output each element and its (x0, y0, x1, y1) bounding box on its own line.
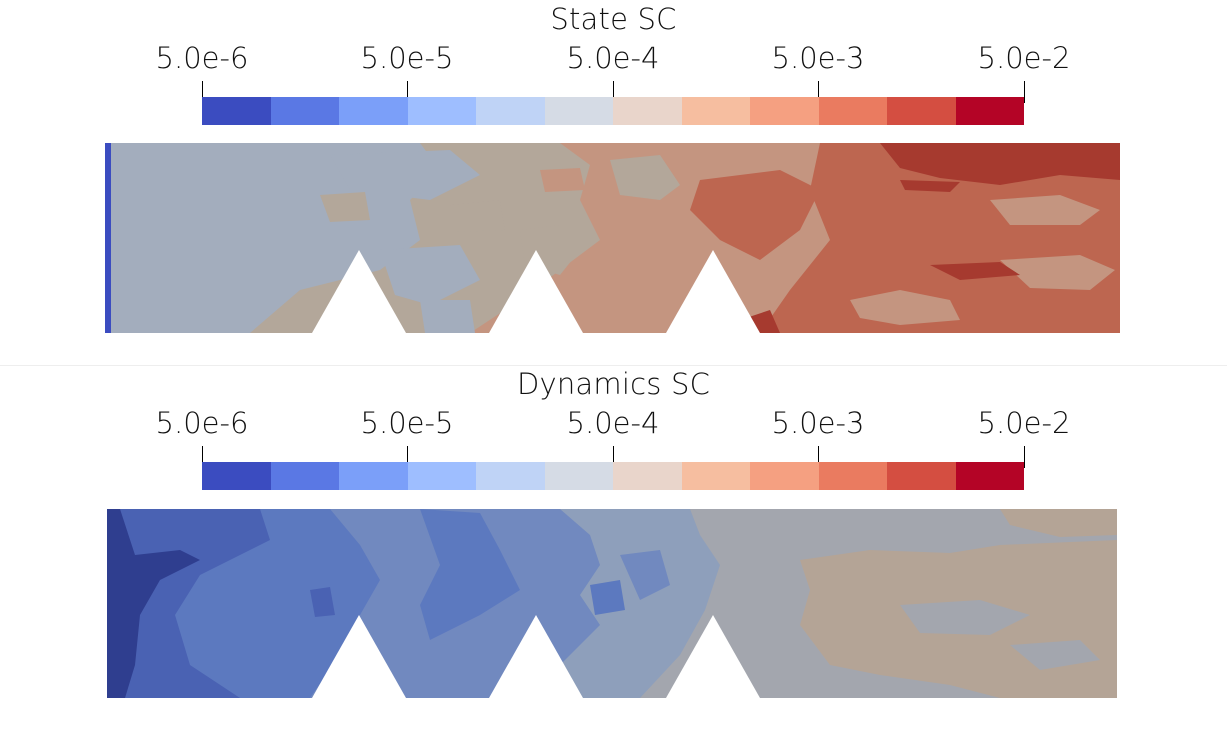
field-dark-patch (310, 587, 335, 617)
field-grey-patch (900, 600, 1030, 635)
field-mid-patch (450, 200, 505, 232)
colorbar-tick-label: 5.0e-3 (771, 406, 865, 440)
field-wall-boundary (105, 143, 111, 333)
triangle-cutout (489, 615, 583, 698)
triangle-cutout (489, 250, 583, 333)
colorbar-swatch (476, 462, 545, 490)
colorbar-swatch (476, 97, 545, 125)
colorbar-swatch (818, 97, 887, 125)
colorbar-tick-mark (818, 446, 819, 468)
colorbar-swatch (750, 462, 819, 490)
colorbar-tick-label: 5.0e-6 (155, 406, 249, 440)
field-low-region (420, 300, 475, 333)
colorbar-tick-mark (1024, 446, 1025, 468)
colorbar-swatch (613, 462, 682, 490)
field-mid-region (420, 509, 520, 640)
panel-title: State SC (550, 2, 677, 36)
colorbar-swatch (681, 97, 750, 125)
colorbar-swatch (407, 462, 476, 490)
colorbar-swatch (544, 97, 613, 125)
colorbar-swatch (339, 462, 408, 490)
colorbar-swatch (955, 97, 1024, 125)
colorbar-swatch (270, 97, 339, 125)
triangle-cutout (312, 250, 406, 333)
colorbar (202, 462, 1024, 490)
colorbar-tick-mark (407, 81, 408, 103)
triangle-cutout (666, 615, 760, 698)
colorbar-tick-mark (818, 81, 819, 103)
colorbar-tick-mark (202, 446, 203, 468)
colorbar-tick-label: 5.0e-4 (566, 406, 660, 440)
field-upper-patch (540, 168, 585, 192)
colorbar-swatch (681, 462, 750, 490)
colorbar (202, 97, 1024, 125)
field-upper-patch (850, 290, 960, 325)
field-low-region (380, 245, 480, 305)
colorbar-swatch (750, 97, 819, 125)
colorbar-swatch (887, 97, 956, 125)
triangle-cutout (312, 615, 406, 698)
colorbar-swatch (818, 462, 887, 490)
state-sc-field (105, 143, 1120, 333)
colorbar-tick-label: 5.0e-5 (360, 406, 454, 440)
field-grey-patch (1010, 640, 1100, 670)
field-hot-region (900, 180, 960, 192)
colorbar-swatch (339, 97, 408, 125)
field-hot-region (880, 143, 1120, 185)
field-mid-region (610, 155, 680, 200)
colorbar-swatch (887, 462, 956, 490)
colorbar-tick-mark (202, 81, 203, 103)
colorbar-swatch (270, 462, 339, 490)
colorbar-swatch (202, 462, 271, 490)
field-light-patch (620, 550, 670, 600)
colorbar-tick-label: 5.0e-4 (566, 41, 660, 75)
triangle-cutout (666, 250, 760, 333)
colorbar-swatch (544, 462, 613, 490)
dynamics-sc-panel: Dynamics SC 5.0e-6 5.0e-5 5.0e-4 5.0e-3 … (0, 365, 1227, 730)
dynamics-sc-field (107, 509, 1117, 698)
field-mid-patch (320, 192, 370, 222)
field-low-region (330, 150, 480, 200)
colorbar-tick-label: 5.0e-6 (155, 41, 249, 75)
colorbar-swatch (407, 97, 476, 125)
field-high-region (690, 170, 820, 260)
colorbar-swatch (955, 462, 1024, 490)
colorbar-tick-label: 5.0e-5 (360, 41, 454, 75)
field-mid-patch (590, 580, 625, 615)
panel-title: Dynamics SC (516, 367, 711, 401)
colorbar-tick-mark (407, 446, 408, 468)
colorbar-swatch (202, 97, 271, 125)
field-upper-patch (990, 195, 1100, 225)
field-darkest-region (107, 509, 200, 698)
colorbar-swatch (613, 97, 682, 125)
colorbar-tick-label: 5.0e-2 (977, 406, 1071, 440)
field-upper-patch (1000, 255, 1115, 290)
state-sc-panel: State SC 5.0e-6 5.0e-5 5.0e-4 5.0e-3 5.0… (105, 2, 1120, 333)
colorbar-tick-mark (1024, 81, 1025, 103)
panel-divider (0, 365, 1227, 366)
colorbar-tick-mark (613, 81, 614, 103)
colorbar-tick-label: 5.0e-2 (977, 41, 1071, 75)
colorbar-tick-mark (613, 446, 614, 468)
colorbar-tick-label: 5.0e-3 (771, 41, 865, 75)
field-tan-region (1000, 509, 1117, 537)
field-hot-region (930, 262, 1020, 280)
